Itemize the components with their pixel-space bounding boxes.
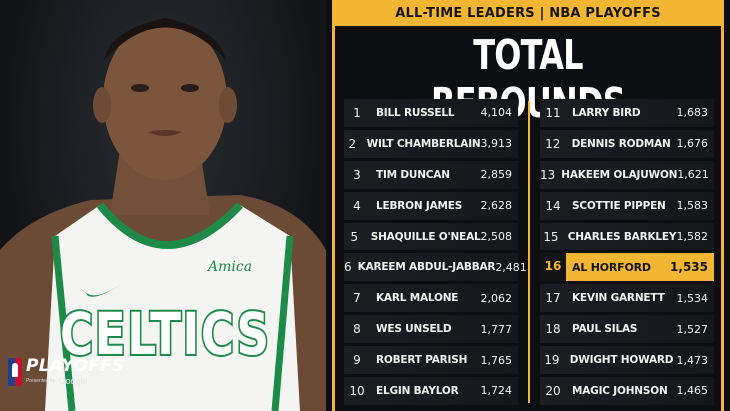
leader-row: 18 PAUL SILAS 1,527 — [540, 315, 714, 344]
leader-row: 15 CHARLES BARKLEY 1,582 — [540, 222, 714, 251]
leader-row: 4 LEBRON JAMES 2,628 — [344, 191, 518, 220]
leader-rebounds: 2,062 — [480, 291, 513, 305]
leader-row: 12 DENNIS RODMAN 1,676 — [540, 129, 714, 158]
leader-rebounds: 1,527 — [676, 322, 709, 336]
leader-rebounds: 1,473 — [676, 353, 709, 367]
leader-rank: 14 — [545, 198, 561, 213]
leader-name: DWIGHT HOWARD — [569, 354, 674, 367]
leader-name: SHAQUILLE O'NEAL — [370, 230, 481, 243]
leader-rank: 5 — [350, 229, 359, 244]
leader-row: 13 HAKEEM OLAJUWON 1,621 — [540, 160, 714, 189]
leader-rebounds: 1,724 — [480, 384, 513, 398]
leader-row: 10 ELGIN BAYLOR 1,724 — [344, 377, 518, 405]
leader-rebounds: 1,683 — [676, 106, 709, 120]
leader-name: KARL MALONE — [376, 292, 459, 305]
leader-rank: 4 — [353, 198, 361, 213]
leader-name: DENNIS RODMAN — [571, 137, 671, 150]
leaders-column-left: 1 BILL RUSSELL 4,104 2 WILT CHAMBERLAIN 3,913… — [344, 99, 527, 405]
leader-rank: 8 — [353, 322, 361, 337]
leader-rank: 3 — [353, 167, 361, 182]
leader-row: 17 KEVIN GARNETT 1,534 — [540, 284, 714, 313]
leader-rank: 19 — [544, 353, 560, 368]
leader-name: AL HORFORD — [572, 260, 651, 274]
leader-rebounds: 1,535 — [670, 260, 708, 275]
board-frame — [332, 0, 724, 411]
leader-rebounds: 2,481 — [495, 260, 527, 274]
leader-rebounds: 3,913 — [480, 137, 513, 151]
leader-rank: 6 — [344, 260, 352, 275]
banner-text: ALL-TIME LEADERS | NBA PLAYOFFS — [395, 5, 661, 21]
leader-rank: 20 — [545, 383, 561, 398]
leader-rank: 1 — [353, 105, 361, 120]
leader-row: 5 SHAQUILLE O'NEAL 2,508 — [344, 222, 518, 251]
leader-row: 14 SCOTTIE PIPPEN 1,583 — [540, 191, 714, 220]
sponsor-name: Google — [58, 376, 88, 386]
leader-row: 3 TIM DUNCAN 2,859 — [344, 160, 518, 189]
leader-rank: 17 — [545, 291, 561, 306]
leader-name: ROBERT PARISH — [376, 354, 468, 367]
leader-rebounds: 1,534 — [676, 291, 709, 305]
leader-columns: 1 BILL RUSSELL 4,104 2 WILT CHAMBERLAIN 3,913… — [344, 99, 714, 405]
leader-rank: 9 — [353, 353, 361, 368]
leader-rank: 16 — [540, 253, 566, 282]
leader-name: HAKEEM OLAJUWON — [561, 168, 678, 181]
leader-rebounds: 2,859 — [480, 168, 513, 182]
leader-rank: 10 — [349, 383, 365, 398]
leader-rebounds: 2,508 — [480, 230, 513, 243]
leader-rank: 2 — [348, 136, 357, 151]
jersey-team: CELTICS — [58, 298, 271, 370]
playoffs-logo: PLAYOFFS Presented by Google — [8, 358, 125, 386]
leader-rank: 18 — [545, 322, 561, 337]
leader-name: TIM DUNCAN — [376, 168, 450, 181]
leader-rebounds: 1,777 — [480, 322, 513, 336]
leaderboard: ALL-TIME LEADERS | NBA PLAYOFFS TOTAL RE… — [326, 0, 730, 411]
leader-row: 7 KARL MALONE 2,062 — [344, 284, 518, 313]
leader-rebounds: 4,104 — [480, 106, 513, 120]
banner: ALL-TIME LEADERS | NBA PLAYOFFS — [332, 0, 724, 26]
leader-row: 19 DWIGHT HOWARD 1,473 — [540, 346, 714, 375]
leader-rebounds: 1,582 — [676, 230, 709, 243]
jersey-patch: Amica — [208, 259, 253, 275]
leader-row: 8 WES UNSELD 1,777 — [344, 315, 518, 344]
leader-name: LARRY BIRD — [572, 106, 641, 119]
leader-row: 6 KAREEM ABDUL-JABBAR 2,481 — [344, 253, 527, 282]
leader-row: 2 WILT CHAMBERLAIN 3,913 — [344, 129, 518, 158]
leader-rank: 13 — [540, 167, 556, 182]
logo-title: PLAYOFFS — [26, 356, 125, 376]
leader-name: LEBRON JAMES — [376, 199, 463, 212]
leader-row: 11 LARRY BIRD 1,683 — [540, 99, 714, 127]
leader-name: CHARLES BARKLEY — [567, 230, 677, 243]
leader-name: PAUL SILAS — [572, 323, 638, 336]
leader-rebounds: 1,765 — [480, 353, 513, 367]
leader-name: BILL RUSSELL — [376, 106, 455, 119]
leader-row: 9 ROBERT PARISH 1,765 — [344, 346, 518, 375]
leader-name: MAGIC JOHNSON — [572, 384, 668, 397]
column-divider — [528, 101, 530, 403]
player-photo: Amica CELTICS PLAYOFFS Presented by Goog… — [0, 0, 326, 411]
leader-rebounds: 1,676 — [676, 137, 709, 151]
player-illustration — [0, 18, 326, 411]
leader-name: WILT CHAMBERLAIN — [366, 137, 481, 150]
highlighted-leader-row: 16 AL HORFORD 1,535 — [540, 253, 714, 282]
leader-rank: 12 — [545, 136, 561, 151]
leader-name: KEVIN GARNETT — [572, 292, 665, 305]
leader-rank: 7 — [353, 291, 361, 306]
leader-row: 1 BILL RUSSELL 4,104 — [344, 99, 518, 127]
leader-name: WES UNSELD — [376, 323, 452, 336]
leader-name: SCOTTIE PIPPEN — [572, 199, 666, 212]
leader-rank: 15 — [543, 229, 559, 244]
leader-row: 20 MAGIC JOHNSON 1,465 — [540, 377, 714, 405]
leader-rank: 11 — [545, 105, 561, 120]
nba-logo-icon — [8, 358, 22, 386]
leaders-column-right: 11 LARRY BIRD 1,683 12 DENNIS RODMAN 1,676 13 H… — [540, 99, 714, 405]
leader-rebounds: 1,621 — [677, 168, 709, 182]
leader-name: ELGIN BAYLOR — [376, 384, 459, 397]
presented-by: Presented by — [26, 378, 56, 384]
leader-rebounds: 1,583 — [676, 199, 709, 213]
leader-name: KAREEM ABDUL-JABBAR — [357, 261, 496, 274]
leader-rebounds: 2,628 — [480, 199, 513, 213]
leader-rebounds: 1,465 — [676, 384, 709, 398]
